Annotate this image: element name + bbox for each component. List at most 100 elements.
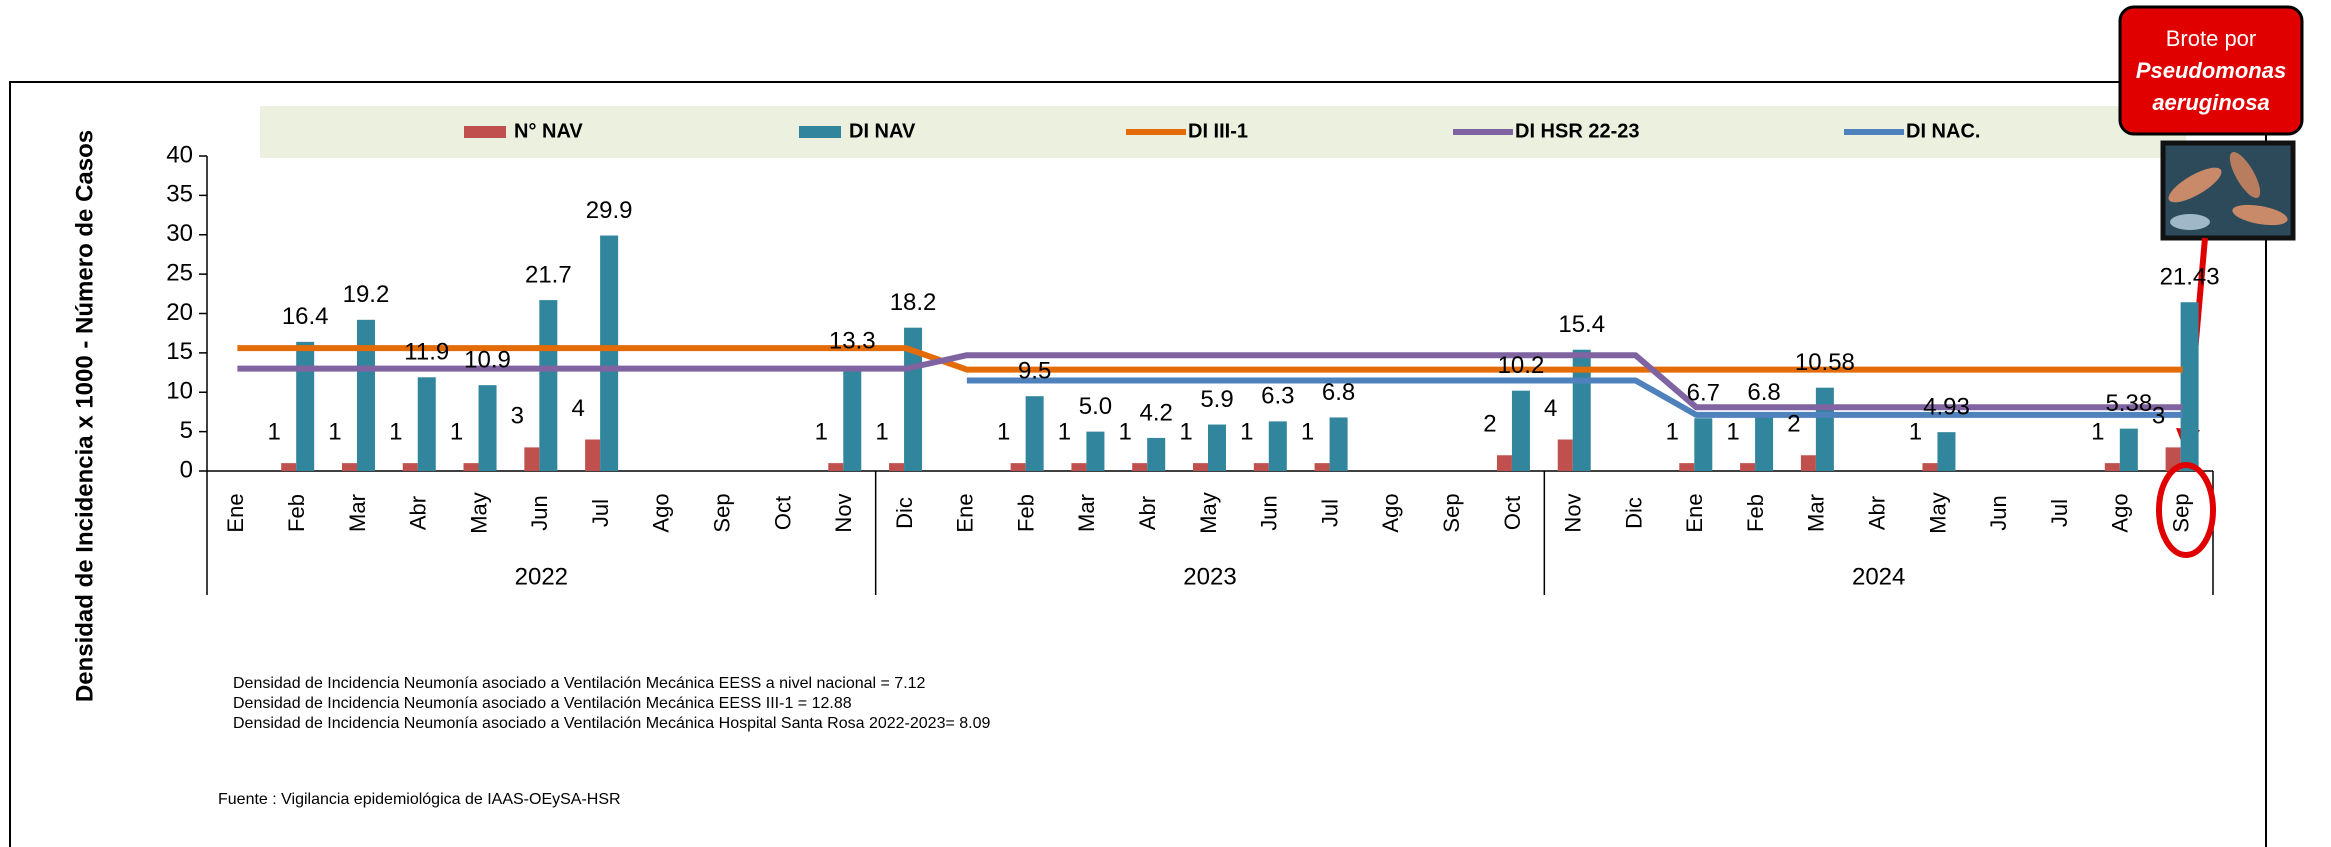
bar: [1071, 463, 1087, 471]
y-tick-label: 35: [166, 181, 193, 208]
x-tick-label: Feb: [1013, 494, 1038, 532]
note: Densidad de Incidencia Neumonía asociado…: [233, 695, 852, 712]
bar: [417, 377, 436, 471]
x-tick-label: Feb: [284, 494, 309, 532]
value-label: 16.4: [282, 303, 329, 330]
bar: [478, 385, 497, 471]
x-tick-label: Sep: [2168, 493, 2193, 532]
x-tick-label: Oct: [1500, 496, 1525, 530]
callout-box: [2118, 5, 2304, 136]
bar: [1314, 463, 1330, 471]
x-tick-label: Dic: [1621, 497, 1646, 529]
bar: [2104, 463, 2120, 471]
value-label: 4.93: [1923, 394, 1970, 421]
value-label: 1: [268, 418, 281, 445]
bar: [463, 463, 479, 471]
value-label: 1: [1179, 418, 1192, 445]
bar: [1025, 396, 1044, 471]
value-label: 1: [1666, 418, 1679, 445]
value-label: 1: [1909, 418, 1922, 445]
x-tick-label: Mar: [1074, 494, 1099, 532]
y-tick-label: 30: [166, 220, 193, 247]
value-label: 6.8: [1747, 379, 1780, 406]
x-tick-label: Jun: [527, 495, 552, 530]
value-label: 1: [815, 418, 828, 445]
bar: [341, 463, 357, 471]
value-label: 4: [571, 395, 584, 422]
note: Densidad de Incidencia Neumonía asociado…: [233, 715, 990, 732]
bar: [1679, 463, 1695, 471]
bar: [889, 463, 905, 471]
x-tick-label: Oct: [770, 496, 795, 530]
value-label: 5.38: [2105, 390, 2152, 417]
legend-marker: [799, 126, 841, 138]
x-tick-label: Abr: [406, 496, 431, 530]
value-label: 18.2: [890, 289, 937, 316]
value-label: 10.58: [1795, 349, 1855, 376]
value-label: 1: [2091, 418, 2104, 445]
value-label: 10.2: [1498, 352, 1545, 379]
bar: [600, 235, 619, 471]
value-label: 29.9: [586, 197, 633, 224]
bar: [1268, 421, 1287, 471]
value-label: 6.8: [1322, 379, 1355, 406]
x-group-label: 2023: [1183, 563, 1236, 590]
bar: [524, 447, 540, 471]
x-tick-label: Dic: [892, 497, 917, 529]
line: [237, 352, 2183, 411]
bar: [1557, 439, 1573, 471]
line: [237, 345, 2183, 373]
value-label: 5.9: [1200, 386, 1233, 413]
value-label: 21.43: [2160, 264, 2220, 291]
value-label: 1: [1240, 418, 1253, 445]
value-label: 3: [511, 403, 524, 430]
x-tick-label: Mar: [1804, 494, 1829, 532]
y-tick-label: 25: [166, 259, 193, 286]
bar: [281, 463, 297, 471]
x-tick-label: Jul: [2047, 499, 2072, 527]
value-label: 4.2: [1140, 399, 1173, 426]
frame: [9, 81, 2267, 847]
value-label: 11.9: [404, 339, 449, 366]
bacteria-image: [2160, 140, 2296, 241]
x-tick-label: Ene: [1682, 493, 1707, 532]
y-tick-label: 40: [166, 141, 193, 168]
x-tick-label: May: [1196, 492, 1221, 534]
x-tick-label: Sep: [1439, 493, 1464, 532]
source: Fuente : Vigilancia epidemiológica de IA…: [218, 791, 621, 808]
bar: [1010, 463, 1026, 471]
value-label: 1: [450, 418, 463, 445]
value-label: 9.5: [1018, 358, 1051, 385]
legend-label: DI NAC.: [1906, 120, 1980, 142]
bar: [1208, 424, 1226, 471]
bar: [1740, 463, 1756, 471]
legend-marker: [464, 126, 506, 138]
bar: [828, 463, 844, 471]
bar: [1694, 418, 1713, 471]
value-label: 10.9: [464, 347, 511, 374]
x-tick-label: Sep: [710, 493, 735, 532]
value-label: 1: [328, 418, 341, 445]
bar: [296, 341, 315, 471]
x-tick-label: May: [1925, 492, 1950, 534]
x-tick-label: Ene: [953, 493, 978, 532]
bar: [1329, 417, 1348, 471]
x-tick-label: Ago: [2108, 493, 2133, 532]
value-label: 21.7: [525, 261, 572, 288]
y-tick-label: 15: [166, 338, 193, 365]
value-label: 3: [2152, 403, 2165, 430]
bar: [1815, 387, 1834, 471]
x-tick-label: Ene: [223, 493, 248, 532]
x-tick-label: Jul: [588, 499, 613, 527]
y-tick-label: 5: [180, 417, 193, 444]
x-tick-label: Jun: [1986, 495, 2011, 530]
y-tick-label: 20: [166, 299, 193, 326]
bar: [585, 439, 601, 471]
value-label: 1: [997, 418, 1010, 445]
legend-label: DI III-1: [1188, 120, 1248, 142]
value-label: 1: [875, 418, 888, 445]
y-tick-label: 0: [180, 456, 193, 483]
value-label: 15.4: [1558, 311, 1605, 338]
value-label: 1: [1301, 418, 1314, 445]
